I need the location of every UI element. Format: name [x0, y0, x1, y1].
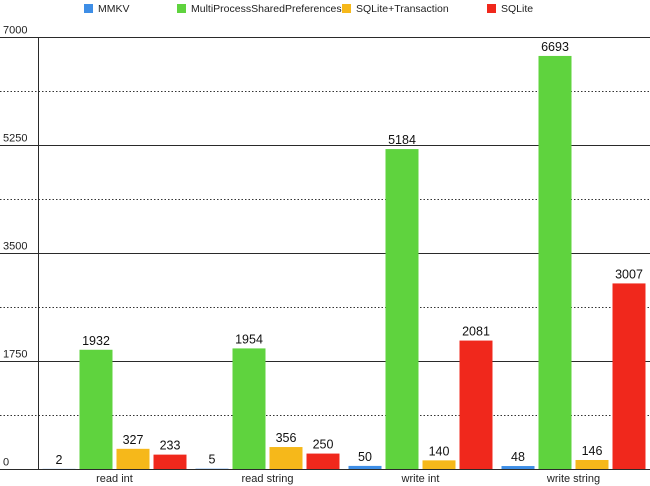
- legend: MMKV MultiProcessSharedPreferences SQLite+…: [84, 3, 533, 15]
- y-tick-label-0: 0: [3, 457, 9, 469]
- legend-label-1: MultiProcessSharedPreferences: [191, 3, 342, 15]
- y-tick-label-4: 7000: [3, 25, 27, 37]
- bar-2-2: [422, 460, 456, 469]
- legend-label-3: SQLite: [501, 3, 533, 15]
- bar-1-2: [269, 447, 303, 469]
- value-label-1-3: 250: [313, 438, 334, 452]
- value-label-2-1: 5184: [388, 133, 416, 147]
- legend-label-2: SQLite+Transaction: [356, 3, 449, 15]
- y-tick-label-1: 1750: [3, 349, 27, 361]
- bar-2-3: [459, 340, 493, 469]
- bar-3-0: [501, 466, 535, 469]
- value-label-0-0: 2: [56, 453, 63, 467]
- bar-1-1: [232, 348, 266, 469]
- bars: [42, 55, 646, 470]
- legend-swatch-2: [342, 4, 351, 13]
- y-tick-label-3: 5250: [3, 133, 27, 145]
- value-label-0-2: 327: [123, 433, 144, 447]
- x-category-label-0: read int: [96, 473, 133, 485]
- value-label-2-0: 50: [358, 450, 372, 464]
- bar-1-3: [306, 453, 340, 469]
- bar-3-1: [538, 55, 572, 469]
- bar-0-2: [116, 448, 150, 469]
- value-label-3-2: 146: [582, 444, 603, 458]
- legend-swatch-3: [487, 4, 496, 13]
- legend-label-0: MMKV: [98, 3, 130, 15]
- x-category-label-1: read string: [242, 473, 294, 485]
- value-label-1-2: 356: [276, 431, 297, 445]
- bar-3-3: [612, 283, 646, 469]
- legend-swatch-1: [177, 4, 186, 13]
- legend-swatch-0: [84, 4, 93, 13]
- bar-0-1: [79, 349, 113, 469]
- value-label-0-1: 1932: [82, 334, 110, 348]
- value-label-1-0: 5: [209, 453, 216, 467]
- value-label-1-1: 1954: [235, 332, 263, 346]
- bar-0-3: [153, 454, 187, 469]
- bar-2-1: [385, 149, 419, 470]
- value-label-0-3: 233: [160, 439, 181, 453]
- x-category-label-3: write string: [546, 473, 600, 485]
- value-label-2-2: 140: [429, 444, 450, 458]
- value-label-3-3: 3007: [615, 267, 643, 281]
- value-label-3-1: 6693: [541, 40, 569, 54]
- bar-2-0: [348, 465, 382, 469]
- bar-3-2: [575, 459, 609, 469]
- value-label-2-3: 2081: [462, 325, 490, 339]
- y-tick-label-2: 3500: [3, 241, 27, 253]
- value-label-3-0: 48: [511, 450, 525, 464]
- data-labels: 2 1932 327 233 5 1954 356 250 50 5184 140 2081 48 669…: [56, 40, 643, 467]
- x-category-label-2: write int: [401, 473, 440, 485]
